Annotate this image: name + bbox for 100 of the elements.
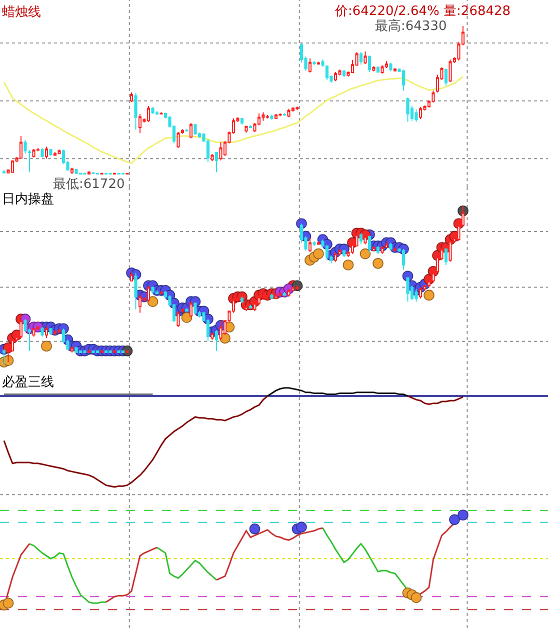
candlestick (78, 350, 82, 353)
candlestick (70, 346, 74, 353)
point (458, 510, 468, 520)
point (181, 312, 192, 323)
candlestick (24, 139, 27, 154)
candlestick (176, 132, 180, 148)
candlestick (444, 68, 448, 86)
point (296, 522, 307, 532)
candlestick (19, 136, 23, 160)
candlestick (376, 66, 380, 74)
candlestick (146, 105, 150, 122)
candlestick (359, 232, 363, 245)
candlestick (176, 310, 180, 328)
candlestick (244, 125, 248, 134)
candlestick (325, 64, 329, 80)
candlestick (402, 69, 406, 92)
candlestick (92, 350, 95, 353)
candlestick (274, 293, 278, 299)
candlestick (108, 350, 112, 353)
candlestick (393, 67, 397, 72)
candlestick (2, 348, 6, 366)
candlestick (151, 106, 154, 114)
candlestick (406, 277, 410, 302)
candlestick (448, 239, 452, 262)
candlestick (126, 350, 129, 353)
candlestick (364, 51, 367, 65)
candlestick (19, 314, 23, 339)
candlestick (240, 117, 244, 126)
candlestick (130, 92, 134, 102)
candlestick (10, 160, 14, 174)
candlestick (189, 122, 193, 139)
candlestick (278, 292, 282, 296)
candlestick (104, 350, 108, 353)
candlestick (376, 245, 380, 254)
candlestick (266, 114, 270, 119)
candlestick (155, 110, 159, 116)
candlestick (342, 250, 346, 258)
candlestick (134, 92, 138, 130)
candlestick (87, 170, 91, 174)
candlestick (40, 326, 44, 338)
candlestick (321, 58, 324, 68)
candlestick (296, 285, 299, 290)
candlestick (210, 332, 214, 340)
candlestick (312, 60, 316, 66)
candlestick (130, 270, 134, 282)
candlestick (100, 350, 104, 353)
candlestick (87, 348, 91, 353)
candlestick (58, 328, 61, 334)
candlestick (112, 350, 116, 353)
candlestick (28, 150, 32, 172)
candlestick (270, 293, 274, 299)
candlestick (448, 58, 452, 83)
candlestick (44, 146, 48, 160)
candlestick (146, 285, 150, 302)
candlestick (287, 288, 290, 298)
candlestick (189, 301, 193, 318)
point (41, 340, 52, 352)
candlestick (32, 328, 36, 338)
candlestick (160, 112, 163, 115)
candlestick (418, 286, 422, 299)
candlestick (92, 172, 95, 174)
candlestick (266, 294, 270, 299)
candlestick (240, 296, 244, 304)
candlestick (180, 307, 184, 314)
candlestick (214, 151, 218, 173)
candlestick (287, 108, 290, 118)
candlestick (359, 52, 363, 66)
candlestick (334, 252, 338, 262)
candlestick (244, 304, 248, 312)
point (249, 524, 260, 534)
candlestick (248, 124, 252, 129)
candlestick (368, 55, 372, 72)
candlestick (44, 324, 48, 339)
chart-title: 必盈三线 (2, 375, 54, 390)
point (2, 598, 14, 609)
candlestick (74, 168, 78, 174)
candlestick (40, 147, 44, 158)
candlestick (194, 124, 197, 136)
candlestick (160, 292, 163, 294)
candlestick (308, 58, 312, 74)
candlestick (151, 286, 154, 294)
candlestick (389, 242, 392, 252)
point (424, 290, 434, 301)
point (147, 296, 158, 307)
candlestick (278, 112, 282, 117)
candlestick (49, 148, 52, 156)
candlestick (414, 288, 418, 302)
candlestick (262, 112, 265, 122)
point (410, 592, 422, 603)
candlestick (214, 330, 218, 352)
candlestick (296, 106, 299, 110)
annotation: 最高:64330 (375, 18, 447, 34)
candlestick (117, 350, 120, 353)
candlestick (368, 236, 372, 253)
candlestick (70, 167, 74, 174)
candlestick (389, 62, 392, 72)
candlestick (58, 149, 61, 155)
candlestick (308, 237, 312, 253)
point (360, 248, 371, 260)
candlestick (414, 108, 418, 122)
